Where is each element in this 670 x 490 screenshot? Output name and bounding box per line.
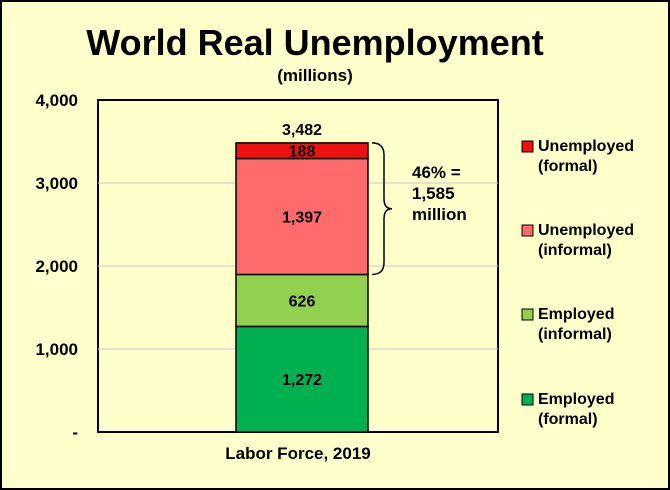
annotation-text: million	[412, 205, 467, 224]
legend-label: Unemployed	[538, 138, 634, 155]
legend-label: (formal)	[538, 411, 598, 428]
bar-segment-label: 1,397	[282, 209, 322, 226]
annotation-text: 1,585	[412, 184, 455, 203]
bar-segment-label: 188	[289, 144, 316, 161]
legend-label: (formal)	[538, 158, 598, 175]
stacked-bar	[235, 142, 369, 433]
y-tick-label: 2,000	[35, 257, 78, 276]
y-tick-label: 3,000	[35, 174, 78, 193]
y-tick-label: 4,000	[35, 91, 78, 110]
chart-subtitle: (millions)	[277, 66, 353, 85]
bar-total-label: 3,482	[282, 122, 322, 139]
legend: Unemployed (formal) Unemployed (informal) Em…	[521, 138, 634, 428]
annotation-brace: 46% = 1,585 million	[371, 142, 467, 276]
x-category-label: Labor Force, 2019	[225, 444, 371, 463]
legend-swatch	[521, 308, 534, 321]
legend-label: Employed	[538, 306, 614, 323]
legend-label: (informal)	[538, 326, 612, 343]
legend-label: Employed	[538, 391, 614, 408]
legend-swatch	[521, 224, 534, 237]
y-tick-label: -	[72, 423, 78, 442]
y-axis-ticks: - 1,000 2,000 3,000 4,000	[35, 91, 78, 442]
y-tick-label: 1,000	[35, 340, 78, 359]
chart-title: World Real Unemployment	[86, 22, 544, 63]
curly-brace	[371, 142, 393, 276]
legend-label: Unemployed	[538, 222, 634, 239]
annotation-text: 46% =	[412, 163, 461, 182]
bar-segment-label: 1,272	[282, 372, 322, 389]
legend-label: (informal)	[538, 242, 612, 259]
legend-swatch	[521, 393, 534, 406]
bar-segment	[235, 142, 369, 160]
data-labels: 1,272 626 1,397 188 3,482	[282, 122, 322, 389]
legend-swatch	[521, 140, 534, 153]
bar-segment-label: 626	[289, 293, 316, 310]
